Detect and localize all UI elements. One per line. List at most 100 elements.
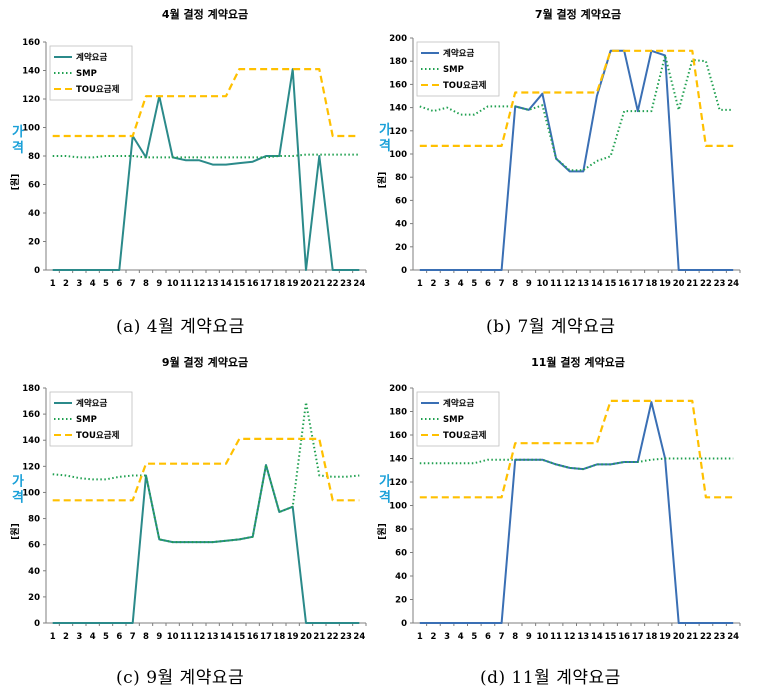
x-tick-label: 24 bbox=[727, 279, 739, 289]
y-axis-label-char: 격 bbox=[12, 491, 24, 506]
caption-c: (c) 9월 계약요금 bbox=[116, 668, 245, 688]
y-axis-label-char: 가 bbox=[379, 475, 391, 490]
x-tick-label: 13 bbox=[577, 632, 589, 642]
x-tick-label: 11 bbox=[550, 279, 562, 289]
y-axis-unit: [원] bbox=[9, 523, 21, 540]
x-tick-label: 23 bbox=[340, 632, 352, 642]
x-tick-label: 2 bbox=[63, 632, 69, 642]
y-axis-unit: [원] bbox=[9, 174, 21, 191]
caption-b: (b) 7월 계약요금 bbox=[486, 317, 616, 337]
x-tick-label: 6 bbox=[485, 632, 491, 642]
x-tick-label: 3 bbox=[76, 279, 82, 289]
x-tick-label: 20 bbox=[673, 632, 685, 642]
x-tick-label: 6 bbox=[485, 279, 491, 289]
x-tick-label: 15 bbox=[605, 632, 617, 642]
legend-box bbox=[49, 391, 133, 447]
x-tick-label: 12 bbox=[193, 632, 205, 642]
x-tick-label: 18 bbox=[646, 632, 658, 642]
x-tick-label: 23 bbox=[714, 632, 726, 642]
x-tick-label: 19 bbox=[287, 632, 299, 642]
x-tick-label: 18 bbox=[273, 632, 285, 642]
chart-panel-a: 4월 결정 계약요금 0 20 40 60 80 100 120 140 160 1 2 3 4 5 6 7 8 9… bbox=[0, 0, 380, 300]
x-tick-label: 9 bbox=[526, 632, 532, 642]
y-tick-label: 20 bbox=[395, 243, 407, 253]
x-tick-label: 9 bbox=[526, 279, 532, 289]
x-tick-label: 17 bbox=[260, 279, 272, 289]
y-tick-label: 100 bbox=[22, 124, 40, 134]
legend-label: 계약요금 bbox=[443, 398, 474, 409]
x-tick-label: 22 bbox=[327, 632, 339, 642]
x-tick-label: 2 bbox=[430, 279, 436, 289]
x-tick-label: 17 bbox=[632, 632, 644, 642]
caption-d: (d) 11월 계약요금 bbox=[480, 668, 621, 688]
x-tick-label: 11 bbox=[180, 632, 192, 642]
chart-panel-b: 7월 결정 계약요금 0 20 40 60 80 100 120 140 160 180 200 1 2 3… bbox=[376, 0, 763, 300]
y-tick-label: 0 bbox=[401, 266, 407, 276]
y-tick-label: 20 bbox=[28, 593, 40, 603]
x-tick-label: 14 bbox=[591, 632, 603, 642]
y-tick-label: 160 bbox=[389, 80, 407, 90]
y-tick-label: 140 bbox=[389, 104, 407, 114]
x-tick-label: 12 bbox=[564, 632, 576, 642]
y-tick-label: 80 bbox=[28, 152, 40, 162]
y-axis-label-char: 격 bbox=[379, 139, 391, 154]
chart-title: 9월 결정 계약요금 bbox=[162, 355, 248, 369]
x-tick-label: 13 bbox=[207, 632, 219, 642]
x-tick-label: 5 bbox=[471, 279, 477, 289]
x-tick-label: 20 bbox=[300, 279, 312, 289]
y-tick-label: 100 bbox=[389, 502, 407, 512]
x-tick-label: 8 bbox=[512, 632, 518, 642]
y-axis-label-char: 격 bbox=[379, 491, 391, 506]
y-tick-label: 20 bbox=[395, 596, 407, 606]
x-tick-label: 10 bbox=[167, 279, 179, 289]
x-tick-label: 19 bbox=[659, 632, 671, 642]
y-tick-label: 80 bbox=[395, 173, 407, 183]
y-tick-label: 100 bbox=[389, 150, 407, 160]
y-tick-label: 0 bbox=[34, 266, 40, 276]
x-tick-label: 11 bbox=[180, 279, 192, 289]
x-tick-label: 16 bbox=[618, 632, 630, 642]
y-tick-label: 200 bbox=[389, 384, 407, 394]
chart-title: 11월 결정 계약요금 bbox=[531, 355, 625, 369]
y-tick-label: 180 bbox=[389, 57, 407, 67]
y-tick-label: 140 bbox=[22, 436, 40, 446]
series-line-contract bbox=[52, 68, 360, 271]
legend-label: SMP bbox=[443, 65, 464, 75]
x-tick-label: 9 bbox=[156, 632, 162, 642]
legend-box bbox=[416, 41, 500, 97]
chart-panel-d: 11월 결정 계약요금 0 20 40 60 80 100 120 140 160 180 200 1 2… bbox=[376, 348, 763, 648]
x-tick-label: 13 bbox=[577, 279, 589, 289]
x-tick-label: 20 bbox=[300, 632, 312, 642]
x-tick-label: 10 bbox=[537, 632, 549, 642]
x-tick-label: 3 bbox=[444, 632, 450, 642]
chart-title: 7월 결정 계약요금 bbox=[535, 7, 621, 21]
x-tick-label: 16 bbox=[247, 279, 259, 289]
x-tick-label: 4 bbox=[458, 279, 464, 289]
x-tick-label: 15 bbox=[605, 279, 617, 289]
y-tick-label: 200 bbox=[389, 34, 407, 44]
y-tick-label: 40 bbox=[28, 567, 40, 577]
x-tick-label: 21 bbox=[313, 279, 325, 289]
x-tick-label: 8 bbox=[512, 279, 518, 289]
x-tick-label: 3 bbox=[444, 279, 450, 289]
chart-panel-c: 9월 결정 계약요금 0 20 40 60 80 100 120 140 160 180 1 2 3 4 5 6… bbox=[0, 348, 380, 648]
x-tick-label: 7 bbox=[130, 632, 136, 642]
y-tick-label: 0 bbox=[34, 619, 40, 629]
x-tick-label: 7 bbox=[499, 632, 505, 642]
x-tick-label: 16 bbox=[618, 279, 630, 289]
x-tick-label: 4 bbox=[458, 632, 464, 642]
series-line-contract bbox=[419, 49, 734, 271]
y-tick-label: 80 bbox=[28, 515, 40, 525]
x-tick-label: 17 bbox=[260, 632, 272, 642]
legend-label: 계약요금 bbox=[443, 48, 474, 59]
legend-label: SMP bbox=[443, 415, 464, 425]
x-tick-label: 22 bbox=[700, 632, 712, 642]
y-tick-label: 60 bbox=[28, 541, 40, 551]
y-tick-label: 40 bbox=[395, 572, 407, 582]
legend-label: TOU요금제 bbox=[443, 430, 487, 441]
x-tick-label: 15 bbox=[233, 279, 245, 289]
y-tick-label: 120 bbox=[389, 478, 407, 488]
